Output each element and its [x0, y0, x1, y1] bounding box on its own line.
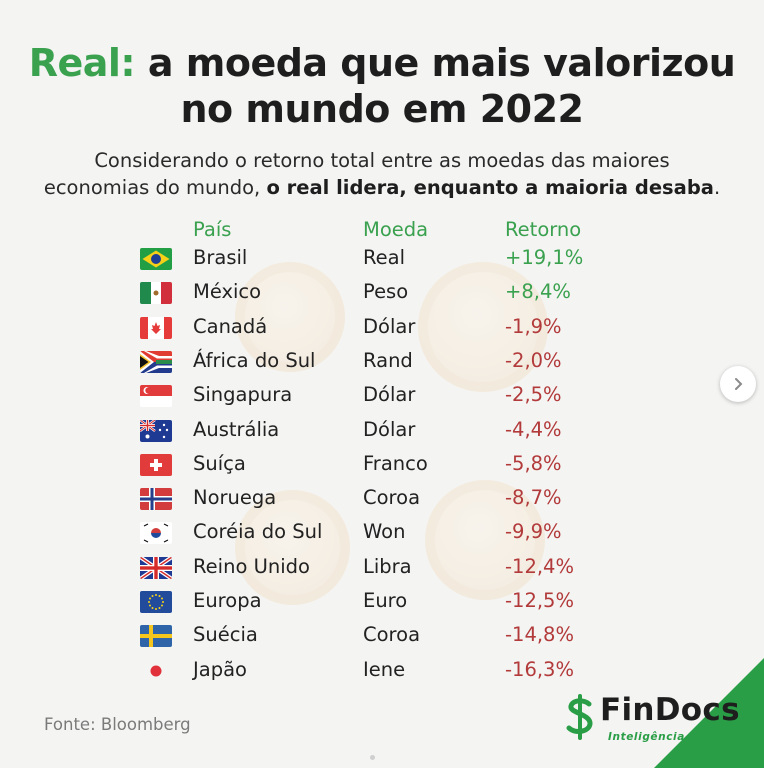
subtitle-highlight: o real lidera, enquanto a maioria desaba	[266, 176, 714, 199]
mexico-flag	[140, 282, 172, 305]
table-row: México Peso +8,4%	[0, 277, 764, 311]
column-header-moeda: Moeda	[363, 218, 429, 241]
currency-name: Rand	[363, 348, 413, 372]
brand-tagline: Inteligência Financeira	[608, 731, 758, 743]
singapore-flag	[140, 385, 172, 408]
coin-watermark	[235, 262, 345, 372]
return-value: -14,8%	[505, 623, 574, 647]
table-row: Singapura Dólar -2,5%	[0, 380, 764, 414]
currency-name: Dólar	[363, 417, 416, 441]
table-row: Reino Unido Libra -12,4%	[0, 552, 764, 586]
coin-watermark	[418, 262, 548, 392]
column-header-retorno: Retorno	[505, 218, 582, 241]
currency-name: Dólar	[363, 314, 416, 338]
return-value: +8,4%	[505, 280, 571, 304]
subtitle-line1: Considerando o retorno total entre as mo…	[94, 149, 670, 172]
currency-name: Won	[363, 520, 406, 544]
coin-watermark	[235, 490, 350, 605]
switzerland-flag	[140, 453, 172, 476]
norway-flag	[140, 488, 172, 511]
country-name: Canadá	[193, 314, 268, 338]
table-row: Suécia Coroa -14,8%	[0, 620, 764, 654]
canada-flag	[140, 316, 172, 339]
currency-name: Franco	[363, 451, 428, 475]
country-name: Austrália	[193, 417, 280, 441]
table-row: Noruega Coroa -8,7%	[0, 483, 764, 517]
japan-flag	[140, 660, 172, 682]
title-text: a moeda que mais valorizou	[135, 41, 736, 85]
return-value: -5,8%	[505, 451, 562, 475]
table-row: Austrália Dólar -4,4%	[0, 415, 764, 449]
return-value: +19,1%	[505, 246, 584, 269]
table-row: Brasil Real +19,1%	[0, 243, 764, 277]
return-value: -1,9%	[505, 314, 562, 338]
return-value: -8,7%	[505, 486, 562, 510]
country-name: Reino Unido	[193, 554, 310, 578]
european-union-flag	[140, 591, 172, 613]
carousel-dots	[368, 745, 377, 764]
country-name: Noruega	[193, 486, 277, 510]
currency-name: Dólar	[363, 383, 416, 407]
country-name: Coréia do Sul	[193, 520, 323, 544]
country-name: África do Sul	[193, 348, 316, 372]
brazil-flag	[140, 248, 172, 270]
return-value: -12,4%	[505, 554, 574, 578]
column-header-pais: País	[193, 218, 232, 241]
currency-name: Coroa	[363, 486, 421, 510]
source-note: Fonte: Bloomberg	[44, 715, 191, 734]
country-name: Singapura	[193, 383, 293, 407]
australia-flag	[140, 419, 172, 442]
brand-name: FinDocs	[600, 692, 740, 728]
title-accent: Real:	[28, 41, 136, 85]
subtitle-line2: economias do mundo,	[43, 176, 267, 199]
country-name: Suíça	[193, 451, 246, 475]
table-row: África do Sul Rand -2,0%	[0, 346, 764, 380]
currency-name: Euro	[363, 589, 408, 612]
next-slide-button[interactable]	[720, 366, 756, 402]
currency-name: Real	[363, 246, 406, 269]
chevron-right-icon	[735, 378, 743, 390]
table-row: Canadá Dólar -1,9%	[0, 312, 764, 346]
south-africa-flag	[140, 350, 172, 373]
return-value: -12,5%	[505, 589, 574, 612]
return-value: -16,3%	[505, 657, 574, 681]
coin-watermark	[425, 480, 545, 600]
carousel-dot[interactable]	[370, 755, 375, 760]
table-row: Coréia do Sul Won -9,9%	[0, 517, 764, 551]
table-row: Suíça Franco -5,8%	[0, 449, 764, 483]
sweden-flag	[140, 625, 172, 648]
table-row: Europa Euro -12,5%	[0, 586, 764, 620]
table-row: Japão Iene -16,3%	[0, 655, 764, 689]
currency-name: Libra	[363, 554, 412, 578]
country-name: Japão	[193, 657, 247, 681]
return-value: -4,4%	[505, 417, 562, 441]
brand-corner-decoration	[654, 658, 764, 768]
currency-name: Coroa	[363, 623, 421, 647]
findocs-dollar-logo-icon	[566, 694, 593, 740]
currency-name: Iene	[363, 657, 406, 681]
subtitle-end: .	[713, 176, 721, 199]
return-value: -2,0%	[505, 348, 562, 372]
united-kingdom-flag	[140, 556, 172, 579]
currency-name: Peso	[363, 280, 409, 304]
country-name: Brasil	[193, 246, 248, 269]
south-korea-flag	[140, 522, 172, 545]
country-name: México	[193, 280, 262, 304]
return-value: -9,9%	[505, 520, 562, 544]
page-title: Real: a moeda que mais valorizou no mund…	[0, 40, 764, 132]
country-name: Suécia	[193, 623, 258, 647]
title-line2: no mundo em 2022	[180, 87, 585, 131]
return-value: -2,5%	[505, 383, 562, 407]
country-name: Europa	[193, 589, 262, 612]
subtitle: Considerando o retorno total entre as mo…	[0, 147, 764, 201]
